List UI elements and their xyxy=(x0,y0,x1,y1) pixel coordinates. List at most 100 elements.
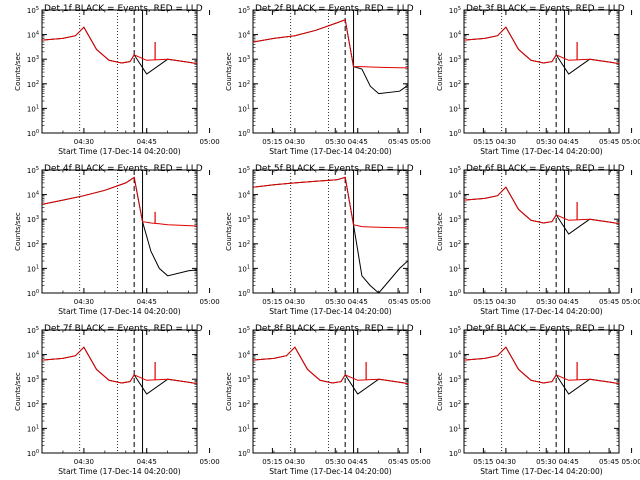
panel-title: Det 4f BLACK = Events, RED = LLD xyxy=(44,164,203,174)
x-tick-label: 04:45 xyxy=(137,298,157,306)
panel-title: Det 9f BLACK = Events, RED = LLD xyxy=(466,324,625,334)
y-tick-label: 102 xyxy=(27,400,39,409)
lld-series-line xyxy=(253,346,408,385)
x-tick-label: 05:45 xyxy=(388,458,408,466)
x-tick-label: 05:30 xyxy=(536,298,556,306)
y-tick-label: 101 xyxy=(449,424,461,433)
lld-series-line xyxy=(464,186,619,225)
y-tick-label: 104 xyxy=(449,351,461,360)
panel-8: 04:30 04:45 05:00 05:15 05:30 05:45 100 101 102 1… xyxy=(225,324,619,476)
panel-4: 04:30 04:45 05:00 05:15 05:30 05:45 100 101 102 1… xyxy=(14,164,408,316)
x-tick-label: 04:45 xyxy=(348,138,368,146)
x-tick-label: 04:45 xyxy=(348,458,368,466)
x-axis-title: Start Time (17-Dec-14 04:20:00) xyxy=(58,147,180,156)
x-tick-label: 05:30 xyxy=(325,458,345,466)
y-axis-title: Counts/sec xyxy=(436,372,444,411)
lld-series-line xyxy=(253,19,408,69)
y-tick-label: 100 xyxy=(238,449,250,458)
x-tick-label: 04:45 xyxy=(559,298,579,306)
y-tick-label: 105 xyxy=(27,326,39,335)
y-tick-label: 100 xyxy=(27,289,39,298)
y-tick-label: 102 xyxy=(27,80,39,89)
x-axis-title: Start Time (17-Dec-14 04:20:00) xyxy=(269,147,391,156)
y-axis-title: Counts/sec xyxy=(225,372,233,411)
events-series-line xyxy=(42,26,197,75)
plot-frame xyxy=(463,169,620,294)
plot-frame xyxy=(252,329,409,454)
y-tick-label: 103 xyxy=(27,55,39,64)
panel-3: 04:30 04:45 05:00 05:15 05:30 05:45 100 101 102 1… xyxy=(436,4,640,156)
plot-frame xyxy=(252,9,409,134)
x-tick-label: 05:45 xyxy=(388,298,408,306)
panel-7: 04:30 04:45 05:00 05:15 05:30 05:45 100 101 102 1… xyxy=(14,324,408,476)
x-tick-label: 04:45 xyxy=(137,138,157,146)
panel-2: 04:30 04:45 05:00 05:15 05:30 05:45 100 101 102 1… xyxy=(225,4,619,156)
y-tick-label: 100 xyxy=(449,129,461,138)
x-tick-label: 05:45 xyxy=(599,458,619,466)
plot-frame xyxy=(252,169,409,294)
panel-title: Det 8f BLACK = Events, RED = LLD xyxy=(255,324,414,334)
y-tick-label: 104 xyxy=(238,191,250,200)
x-axis-title: Start Time (17-Dec-14 04:20:00) xyxy=(480,147,602,156)
x-tick-label: 04:45 xyxy=(137,458,157,466)
x-tick-label: 05:00 xyxy=(621,138,640,146)
x-tick-label: 05:00 xyxy=(410,298,430,306)
y-tick-label: 101 xyxy=(27,264,39,273)
y-tick-label: 101 xyxy=(27,104,39,113)
y-tick-label: 104 xyxy=(238,31,250,40)
x-tick-label: 05:45 xyxy=(388,138,408,146)
x-tick-label: 04:30 xyxy=(496,298,516,306)
y-tick-label: 103 xyxy=(449,55,461,64)
x-axis-title: Start Time (17-Dec-14 04:20:00) xyxy=(480,467,602,476)
y-tick-label: 103 xyxy=(449,375,461,384)
y-tick-label: 104 xyxy=(449,191,461,200)
x-tick-label: 05:30 xyxy=(536,138,556,146)
y-axis-title: Counts/sec xyxy=(225,212,233,251)
y-tick-label: 100 xyxy=(449,449,461,458)
plot-frame xyxy=(463,9,620,134)
y-axis-title: Counts/sec xyxy=(436,52,444,91)
y-axis-title: Counts/sec xyxy=(436,212,444,251)
x-tick-label: 05:00 xyxy=(621,298,640,306)
y-axis-title: Counts/sec xyxy=(14,372,22,411)
y-tick-label: 101 xyxy=(27,424,39,433)
x-tick-label: 05:00 xyxy=(621,458,640,466)
y-tick-label: 104 xyxy=(238,351,250,360)
y-tick-label: 100 xyxy=(449,289,461,298)
x-tick-label: 04:45 xyxy=(559,458,579,466)
y-tick-label: 101 xyxy=(449,264,461,273)
x-tick-label: 05:30 xyxy=(536,458,556,466)
x-tick-label: 04:45 xyxy=(559,138,579,146)
x-tick-label: 05:15 xyxy=(262,298,282,306)
y-tick-label: 102 xyxy=(238,80,250,89)
x-tick-label: 05:15 xyxy=(473,458,493,466)
y-tick-label: 102 xyxy=(238,400,250,409)
y-axis-title: Counts/sec xyxy=(225,52,233,91)
plot-frame xyxy=(41,9,198,134)
x-tick-label: 05:45 xyxy=(599,298,619,306)
lld-series-line xyxy=(253,176,408,229)
x-tick-label: 05:15 xyxy=(262,458,282,466)
y-tick-label: 105 xyxy=(238,326,250,335)
events-series-line xyxy=(42,346,197,395)
y-tick-label: 101 xyxy=(238,424,250,433)
y-tick-label: 103 xyxy=(238,375,250,384)
y-tick-label: 104 xyxy=(27,191,39,200)
x-tick-label: 04:30 xyxy=(74,458,94,466)
x-tick-label: 05:30 xyxy=(325,138,345,146)
y-tick-label: 100 xyxy=(238,289,250,298)
lld-series-line xyxy=(42,26,197,65)
lld-series-line xyxy=(42,346,197,385)
x-tick-label: 05:45 xyxy=(599,138,619,146)
y-axis-title: Counts/sec xyxy=(14,212,22,251)
x-tick-label: 04:30 xyxy=(74,298,94,306)
plot-frame xyxy=(463,329,620,454)
x-tick-label: 04:45 xyxy=(348,298,368,306)
x-tick-label: 04:30 xyxy=(285,458,305,466)
panel-title: Det 1f BLACK = Events, RED = LLD xyxy=(44,4,203,14)
x-tick-label: 05:15 xyxy=(473,298,493,306)
x-axis-title: Start Time (17-Dec-14 04:20:00) xyxy=(480,307,602,316)
panel-title: Det 5f BLACK = Events, RED = LLD xyxy=(255,164,414,174)
events-series-line xyxy=(253,19,408,95)
y-tick-label: 105 xyxy=(27,6,39,15)
